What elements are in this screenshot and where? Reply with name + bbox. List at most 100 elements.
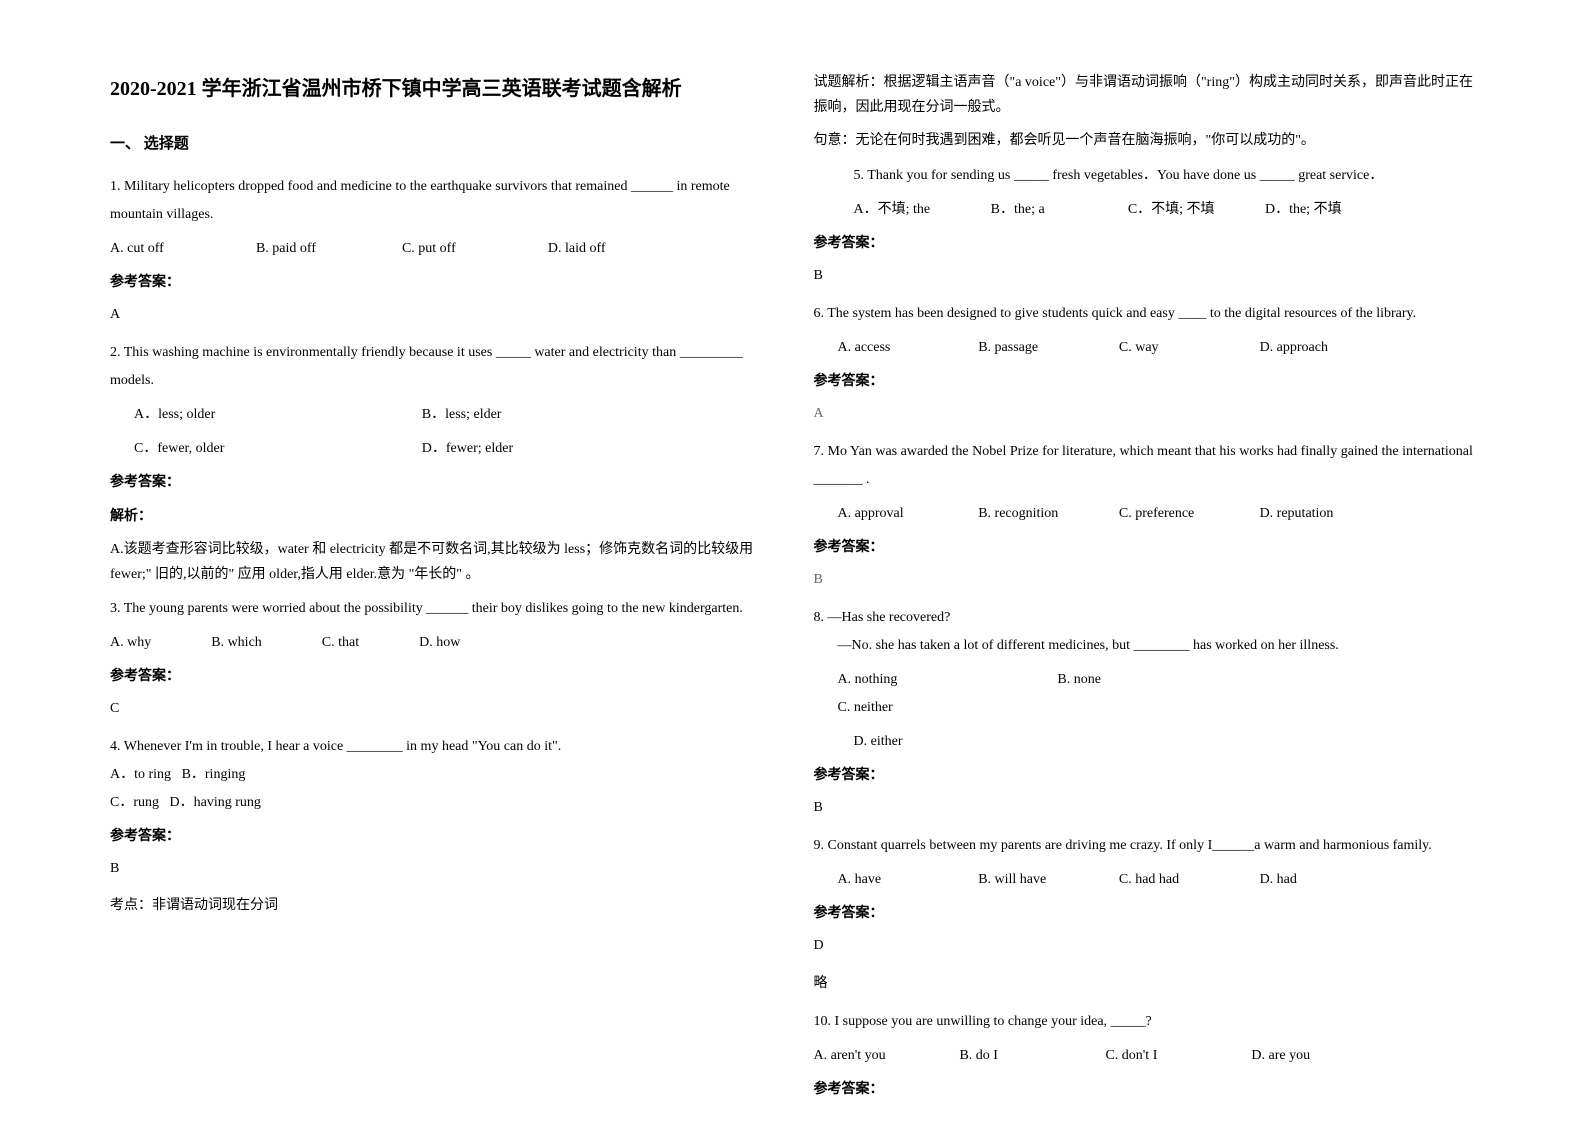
q1-answer: A [110,301,774,329]
question-6: 6. The system has been designed to give … [814,300,1478,428]
q6-answer: A [814,400,1478,428]
q4-answer-label: 参考答案： [110,823,774,851]
q8-text-2: —No. she has taken a lot of different me… [814,632,1478,660]
q8-answer-label: 参考答案： [814,762,1478,790]
q4-opt-b: B．ringing [182,767,246,782]
q2-opt-b: B．less; elder [422,401,710,429]
q3-opt-d: D. how [419,629,460,657]
q4-options-2: C．rung D．having rung [110,789,774,817]
q5-text: 5. Thank you for sending us _____ fresh … [814,162,1478,190]
q7-options: A. approval B. recognition C. preference… [814,500,1478,528]
q3-answer: C [110,695,774,723]
q2-text: 2. This washing machine is environmental… [110,339,774,395]
q7-answer: B [814,566,1478,594]
q1-opt-a: A. cut off [110,235,256,263]
section-head: 一、 选择题 [110,130,774,159]
q2-opt-a: A．less; older [134,401,422,429]
q10-options: A. aren't you B. do I C. don't I D. are … [814,1042,1478,1070]
q7-opt-a: A. approval [838,500,979,528]
q4-analysis-1: 试题解析：根据逻辑主语声音（"a voice"）与非谓语动词振响（"ring"）… [814,70,1478,120]
q5-answer: B [814,262,1478,290]
q1-text: 1. Military helicopters dropped food and… [110,173,774,229]
q7-text: 7. Mo Yan was awarded the Nobel Prize fo… [814,438,1478,494]
q8-options-2: D. either [814,728,1478,756]
right-column: 试题解析：根据逻辑主语声音（"a voice"）与非谓语动词振响（"ring"）… [794,70,1498,1082]
q4-text: 4. Whenever I'm in trouble, I hear a voi… [110,733,774,761]
q3-opt-a: A. why [110,629,151,657]
q9-opt-d: D. had [1260,866,1401,894]
question-1: 1. Military helicopters dropped food and… [110,173,774,329]
q4-analysis-2: 句意：无论在何时我遇到困难，都会听见一个声音在脑海振响，"你可以成功的"。 [814,128,1478,153]
q2-answer-label: 参考答案： [110,469,774,497]
question-2: 2. This washing machine is environmental… [110,339,774,587]
q9-lue: 略 [814,970,1478,998]
q8-opt-b: B. none [1057,666,1313,694]
q3-opt-c: C. that [322,629,359,657]
question-4: 4. Whenever I'm in trouble, I hear a voi… [110,733,774,918]
q2-opt-c: C．fewer, older [134,435,422,463]
q4-opt-c: C．rung [110,795,159,810]
q10-opt-d: D. are you [1251,1042,1397,1070]
q7-opt-d: D. reputation [1260,500,1401,528]
q8-text-1: 8. —Has she recovered? [814,604,1478,632]
left-column: 2020-2021 学年浙江省温州市桥下镇中学高三英语联考试题含解析 一、 选择… [90,70,794,1082]
q4-opt-a: A．to ring [110,767,171,782]
question-7: 7. Mo Yan was awarded the Nobel Prize fo… [814,438,1478,594]
question-3: 3. The young parents were worried about … [110,595,774,723]
q1-opt-c: C. put off [402,235,548,263]
q5-opt-c: C．不填; 不填 [1128,196,1265,224]
q9-answer-label: 参考答案： [814,900,1478,928]
q6-opt-a: A. access [838,334,979,362]
q8-opt-a: A. nothing [838,666,998,694]
q10-opt-b: B. do I [959,1042,1105,1070]
q9-opt-b: B. will have [978,866,1119,894]
q10-opt-a: A. aren't you [814,1042,960,1070]
q4-answer: B [110,855,774,883]
q7-answer-label: 参考答案： [814,534,1478,562]
q6-options: A. access B. passage C. way D. approach [814,334,1478,362]
q4-opt-d: D．having rung [170,795,261,810]
q7-opt-b: B. recognition [978,500,1119,528]
q3-options: A. why B. which C. that D. how [110,629,774,657]
q4-options-1: A．to ring B．ringing [110,761,774,789]
q10-opt-c: C. don't I [1105,1042,1251,1070]
q5-opt-a: A．不填; the [854,196,991,224]
q1-opt-d: D. laid off [548,235,694,263]
q3-answer-label: 参考答案： [110,663,774,691]
q5-options: A．不填; the B．the; a C．不填; 不填 D．the; 不填 [814,196,1478,224]
q5-opt-b: B．the; a [991,196,1128,224]
q6-answer-label: 参考答案： [814,368,1478,396]
q5-opt-d: D．the; 不填 [1265,196,1402,224]
q2-analysis: A.该题考查形容词比较级，water 和 electricity 都是不可数名词… [110,537,774,587]
q8-options-1: A. nothing B. none C. neither [814,666,1478,722]
doc-title: 2020-2021 学年浙江省温州市桥下镇中学高三英语联考试题含解析 [110,70,774,108]
q3-opt-b: B. which [211,629,262,657]
q8-opt-c: C. neither [838,694,893,722]
q4-note: 考点：非谓语动词现在分词 [110,893,774,918]
q8-opt-d: D. either [854,734,903,749]
q6-text: 6. The system has been designed to give … [814,300,1478,328]
q1-answer-label: 参考答案： [110,269,774,297]
q8-answer: B [814,794,1478,822]
question-10: 10. I suppose you are unwilling to chang… [814,1008,1478,1104]
q10-text: 10. I suppose you are unwilling to chang… [814,1008,1478,1036]
q2-analysis-label: 解析： [110,503,774,531]
q1-options: A. cut off B. paid off C. put off D. lai… [110,235,774,263]
q6-opt-b: B. passage [978,334,1119,362]
q2-options-1: A．less; older B．less; elder [110,401,774,429]
q9-text: 9. Constant quarrels between my parents … [814,832,1478,860]
question-5: 5. Thank you for sending us _____ fresh … [814,162,1478,290]
q9-opt-c: C. had had [1119,866,1260,894]
q5-answer-label: 参考答案： [814,230,1478,258]
question-8: 8. —Has she recovered? —No. she has take… [814,604,1478,822]
q9-options: A. have B. will have C. had had D. had [814,866,1478,894]
q2-options-2: C．fewer, older D．fewer; elder [110,435,774,463]
q6-opt-d: D. approach [1260,334,1401,362]
q7-opt-c: C. preference [1119,500,1260,528]
q9-answer: D [814,932,1478,960]
q6-opt-c: C. way [1119,334,1260,362]
question-9: 9. Constant quarrels between my parents … [814,832,1478,998]
q2-opt-d: D．fewer; elder [422,435,710,463]
q10-answer-label: 参考答案： [814,1076,1478,1104]
q3-text: 3. The young parents were worried about … [110,595,774,623]
